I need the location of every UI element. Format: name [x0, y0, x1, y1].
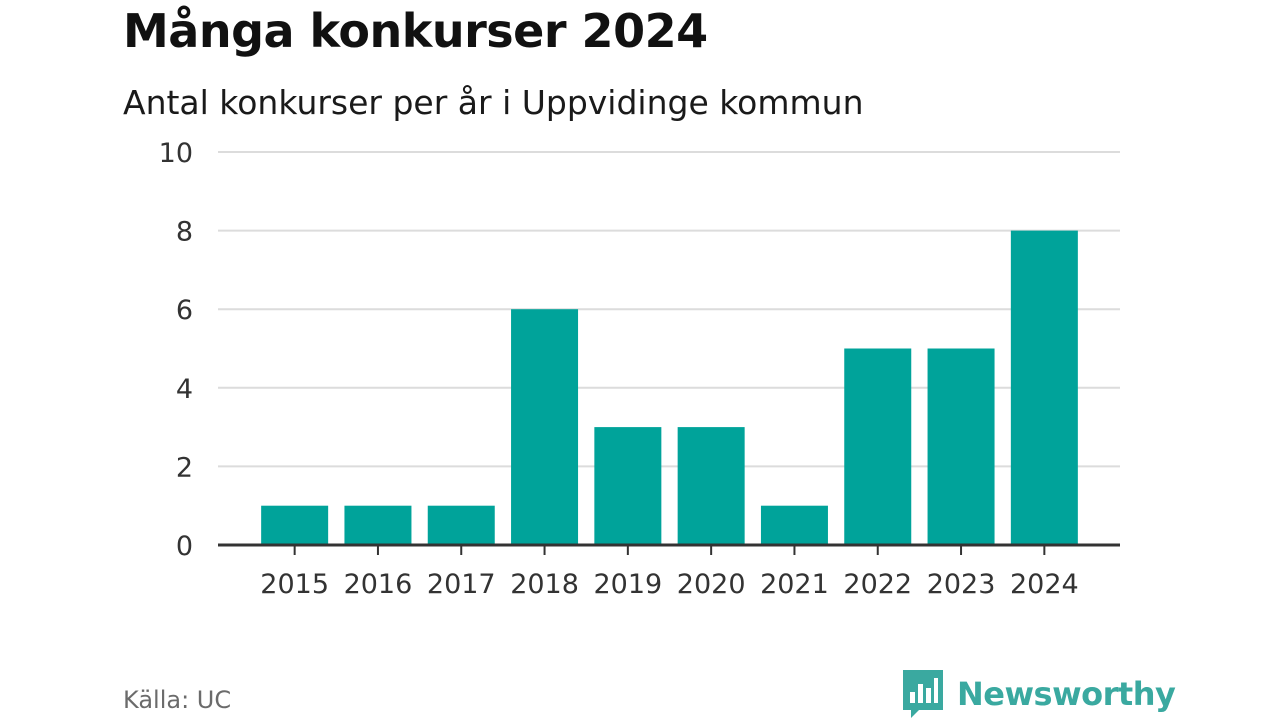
x-tick-label: 2019 — [593, 569, 662, 600]
x-tick-label: 2017 — [427, 569, 496, 600]
bar-chart-speech-bubble-icon — [903, 670, 943, 718]
y-tick-label: 6 — [176, 295, 193, 326]
y-tick-label: 8 — [176, 217, 193, 248]
y-tick-label: 4 — [176, 374, 193, 405]
brand-name: Newsworthy — [957, 675, 1176, 713]
y-tick-label: 0 — [176, 531, 193, 562]
bar — [677, 427, 745, 545]
y-tick-label: 10 — [159, 138, 193, 169]
bar — [927, 348, 995, 545]
x-tick-label: 2024 — [1010, 569, 1079, 600]
x-tick-label: 2018 — [510, 569, 579, 600]
bar — [427, 505, 495, 545]
y-tick-label: 2 — [176, 452, 193, 483]
source-note: Källa: UC — [123, 686, 232, 714]
x-tick-label: 2015 — [260, 569, 329, 600]
x-tick-label: 2016 — [344, 569, 413, 600]
bar — [1010, 230, 1078, 545]
bar — [511, 309, 579, 545]
bar — [844, 348, 912, 545]
bar — [261, 505, 329, 545]
bar — [760, 505, 828, 545]
chart-subtitle: Antal konkurser per år i Uppvidinge komm… — [123, 83, 864, 122]
x-tick-label: 2023 — [927, 569, 996, 600]
chart-title: Många konkurser 2024 — [123, 4, 708, 58]
bar — [594, 427, 662, 545]
x-tick-label: 2021 — [760, 569, 829, 600]
bar — [344, 505, 412, 545]
brand-logo: Newsworthy — [903, 670, 1176, 718]
x-tick-label: 2022 — [843, 569, 912, 600]
x-tick-label: 2020 — [677, 569, 746, 600]
